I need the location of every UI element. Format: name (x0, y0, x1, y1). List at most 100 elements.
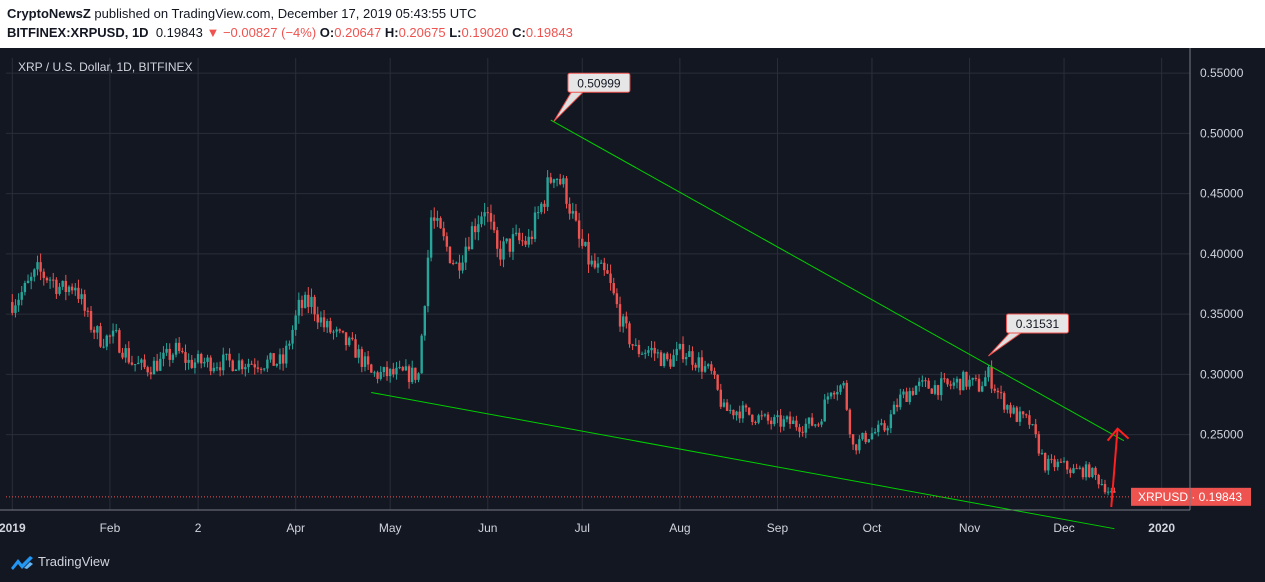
candle (291, 325, 294, 350)
candle-body (612, 282, 615, 294)
candle-body (546, 177, 549, 207)
tradingview-logo-icon[interactable] (10, 554, 34, 570)
candle (795, 415, 798, 431)
candle (659, 350, 663, 367)
chart-area[interactable]: XRPUSD · 0.19843 0.50999 0.31531 0.25000 0.… (0, 48, 1265, 542)
candle-body (999, 392, 1003, 394)
candle-body (174, 342, 178, 355)
candle (218, 361, 222, 377)
candle (826, 392, 830, 404)
candle-body (832, 392, 836, 395)
candle-body (442, 228, 445, 237)
candle-body (823, 399, 826, 422)
candle-body (240, 360, 244, 370)
symbol-label[interactable]: BITFINEX:XRPUSD, 1D (7, 25, 149, 40)
candle-body (559, 178, 562, 185)
candle-body (996, 390, 1000, 393)
price-callout: 0.50999 (553, 72, 631, 122)
candle-body (820, 421, 823, 425)
candle (77, 279, 80, 303)
candle (177, 337, 181, 354)
candle-body (429, 217, 433, 258)
candle-body (14, 305, 17, 313)
candle (732, 409, 735, 420)
candle (829, 392, 833, 400)
candle (921, 375, 924, 387)
candle-body (725, 402, 729, 411)
publisher-name[interactable]: CryptoNewsZ (7, 6, 91, 21)
candle-body (672, 355, 675, 367)
candle-body (590, 260, 593, 265)
candle (407, 364, 411, 389)
candle-body (886, 428, 889, 431)
candle (55, 277, 58, 299)
candle-body (990, 367, 993, 389)
candle-body (278, 354, 282, 364)
candle-body (946, 378, 949, 385)
candle (814, 423, 817, 428)
candle (675, 341, 678, 362)
candle (1075, 463, 1078, 470)
candle-body (269, 353, 272, 360)
candle-body (880, 423, 883, 425)
candle-body (971, 377, 974, 380)
candle-body (905, 391, 908, 402)
candle-body (105, 335, 108, 347)
candle-body (423, 306, 427, 336)
candle (892, 401, 896, 415)
candle-body (392, 368, 395, 375)
candle (801, 426, 804, 437)
candle-body (58, 286, 61, 294)
candle-body (700, 357, 704, 372)
candle-body (955, 378, 959, 383)
candle-body (354, 339, 357, 358)
candle-body (678, 344, 682, 349)
candle (388, 368, 392, 383)
candle (496, 226, 499, 258)
candle (968, 375, 971, 390)
candle-body (165, 348, 168, 353)
candle-body (344, 332, 348, 346)
candle (275, 363, 279, 368)
candle-body (760, 415, 763, 417)
candle (656, 349, 660, 359)
candle-body (1103, 484, 1107, 493)
tradingview-brand[interactable]: TradingView (38, 554, 110, 569)
candle (615, 288, 619, 308)
candle (152, 357, 156, 375)
candle (401, 365, 404, 372)
candle-body (810, 417, 814, 426)
candle-body (64, 280, 68, 293)
candle (612, 277, 615, 296)
candle-body (218, 367, 222, 371)
candle-body (634, 344, 637, 346)
candle-body (933, 385, 937, 394)
y-tick-label: 0.55000 (1200, 66, 1244, 80)
candle (927, 377, 930, 389)
x-tick-label: Oct (863, 521, 882, 535)
candle-body (1094, 467, 1097, 476)
candle (552, 178, 556, 189)
candle (436, 210, 439, 228)
candle (549, 172, 552, 185)
candle (990, 360, 993, 394)
candle-body (804, 423, 808, 433)
candle (684, 353, 688, 366)
candle (344, 332, 348, 351)
candle-body (470, 226, 474, 250)
callout-pointer (988, 331, 1025, 357)
candle-body (492, 221, 496, 231)
candle (124, 344, 127, 363)
candle (455, 261, 458, 264)
footer: TradingView (0, 542, 1265, 582)
y-tick-label: 0.35000 (1200, 307, 1244, 321)
candle-body (669, 359, 672, 367)
candle-body (814, 424, 817, 426)
candle (414, 367, 417, 384)
candle-body (83, 294, 86, 311)
candle-body (788, 416, 792, 425)
candle (196, 350, 200, 364)
candle-body (171, 354, 175, 360)
